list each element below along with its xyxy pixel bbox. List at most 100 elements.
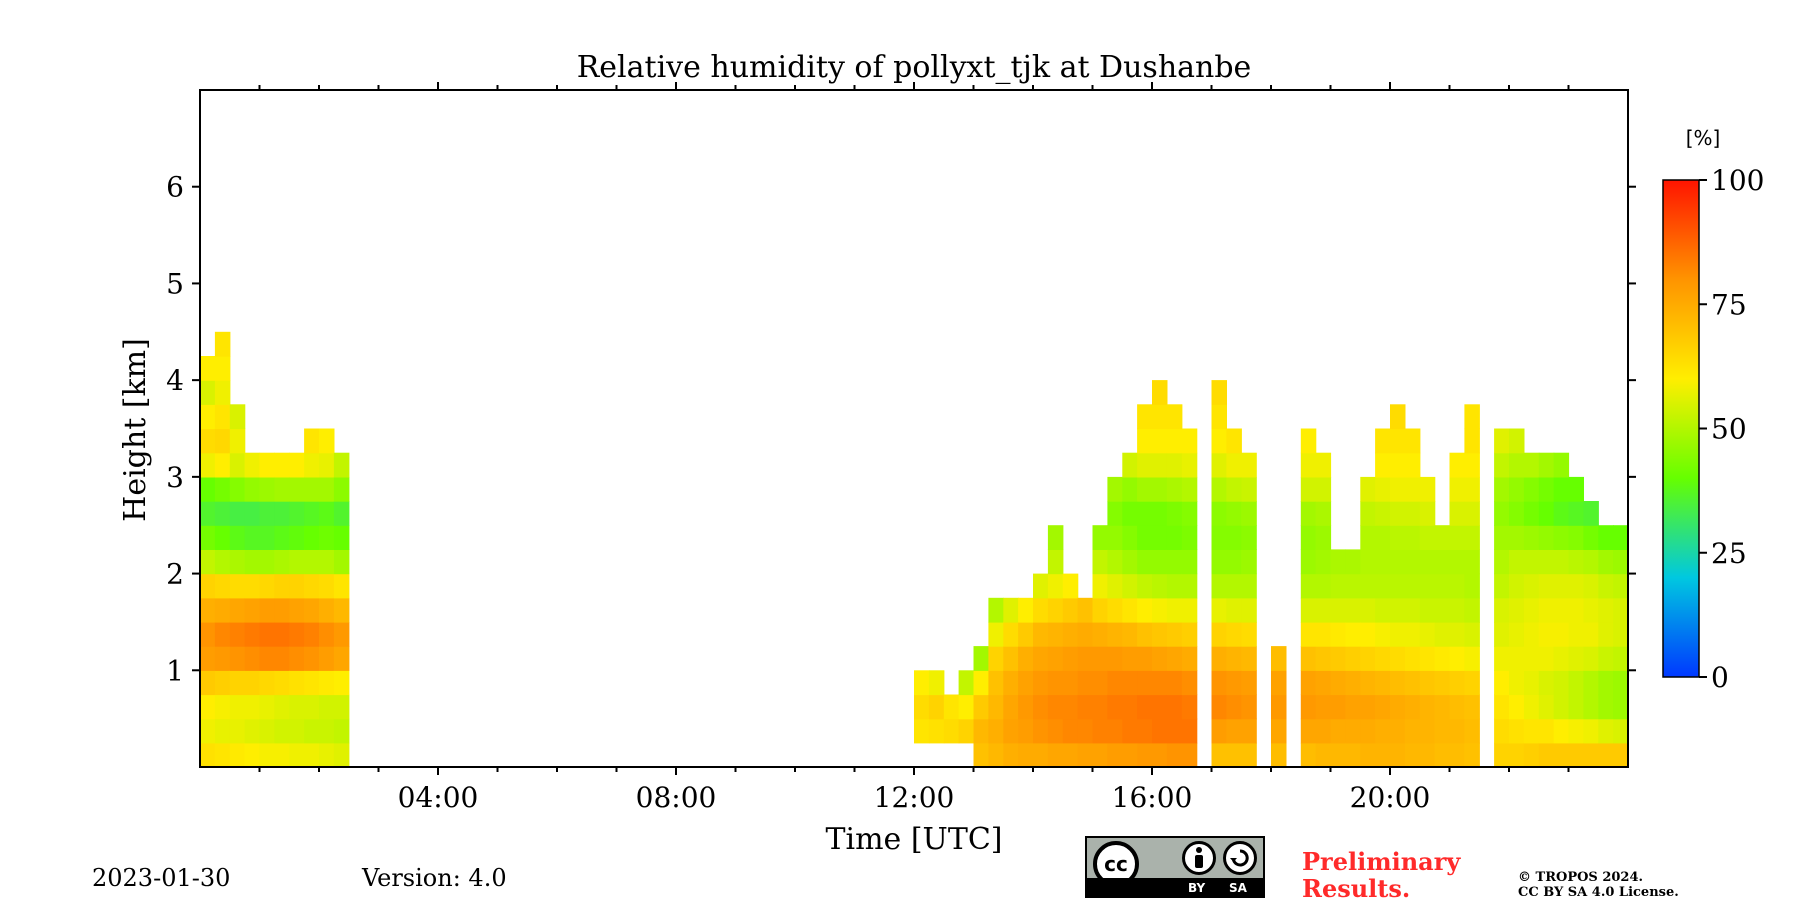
heatmap-cell <box>1330 549 1346 575</box>
heatmap-cell <box>1360 501 1376 526</box>
heatmap-cell <box>1494 621 1510 647</box>
heatmap-cell <box>1152 476 1168 502</box>
heatmap-cell <box>1404 476 1421 502</box>
heatmap-cell <box>1419 621 1436 647</box>
heatmap-cell <box>1419 646 1436 671</box>
heatmap-cell <box>1315 501 1332 526</box>
heatmap-cell <box>1598 742 1614 767</box>
heatmap-cell <box>1122 525 1138 550</box>
heatmap-cell <box>1419 525 1436 550</box>
heatmap-cell <box>973 718 989 744</box>
heatmap-cell <box>1434 525 1451 550</box>
heatmap-cell <box>1271 718 1287 744</box>
heatmap-cell <box>1390 525 1406 550</box>
heatmap-cell <box>274 476 290 502</box>
heatmap-cell <box>274 621 290 647</box>
heatmap-cell <box>958 694 975 720</box>
date-label: 2023-01-30 <box>92 864 231 892</box>
heatmap-cell <box>1315 742 1332 767</box>
heatmap-cell <box>1360 694 1376 720</box>
heatmap-cell <box>1390 573 1406 599</box>
heatmap-cell <box>304 742 320 767</box>
heatmap-cell <box>1538 476 1555 502</box>
heatmap-cell <box>1226 646 1242 671</box>
heatmap-cell <box>1553 525 1570 550</box>
heatmap-cell <box>1107 621 1123 647</box>
heatmap-cell <box>1300 573 1317 599</box>
heatmap-cell <box>1360 621 1376 647</box>
heatmap-cell <box>1375 718 1391 744</box>
heatmap-cell <box>333 476 350 502</box>
heatmap-cell <box>1568 694 1584 720</box>
heatmap-cell <box>1062 621 1079 647</box>
copyright-notice: © TROPOS 2024. CC BY SA 4.0 License. <box>1518 870 1679 900</box>
heatmap-cell <box>1568 621 1584 647</box>
heatmap-cell <box>200 621 216 647</box>
heatmap-cell <box>244 476 261 502</box>
colorbar-tick-label: 50 <box>1711 413 1747 446</box>
heatmap-cell <box>214 331 231 357</box>
copyright-line1: © TROPOS 2024. <box>1518 870 1644 885</box>
cc-license-badge[interactable]: cc BY SA <box>1085 836 1265 898</box>
heatmap-cell <box>244 742 261 767</box>
heatmap-cell <box>244 718 261 744</box>
heatmap-cell <box>1419 501 1436 526</box>
y-tick-label: 5 <box>166 267 184 300</box>
heatmap-cell <box>1181 694 1198 720</box>
heatmap-cell <box>1449 621 1465 647</box>
colorbar-unit: [%] <box>1686 126 1721 150</box>
heatmap-cell <box>1360 597 1376 623</box>
heatmap-cell <box>1181 525 1198 550</box>
heatmap-cell <box>1613 646 1628 671</box>
heatmap-cell <box>1553 646 1570 671</box>
heatmap-cell <box>1538 597 1555 623</box>
heatmap-cell <box>333 646 350 671</box>
heatmap-cell <box>1077 621 1094 647</box>
heatmap-cell <box>289 670 305 696</box>
heatmap-cell <box>1568 646 1584 671</box>
heatmap-cell <box>1271 742 1287 767</box>
heatmap-cell <box>289 646 305 671</box>
heatmap-cell <box>1613 742 1628 767</box>
heatmap-cell <box>1568 476 1584 502</box>
heatmap-cell <box>1360 670 1376 696</box>
y-tick-label: 3 <box>166 461 184 494</box>
heatmap-cell <box>928 670 945 696</box>
heatmap-cell <box>259 646 275 671</box>
heatmap-cell <box>1122 718 1138 744</box>
heatmap-cell <box>1494 573 1510 599</box>
heatmap-cell <box>1107 742 1123 767</box>
heatmap-cell <box>229 525 246 550</box>
heatmap-cell <box>1107 694 1123 720</box>
heatmap-cell <box>1553 597 1570 623</box>
heatmap-cell <box>1152 501 1168 526</box>
heatmap-cell <box>1509 670 1525 696</box>
heatmap-cell <box>1315 549 1332 575</box>
heatmap-cell <box>1062 694 1079 720</box>
heatmap-cell <box>1137 694 1153 720</box>
heatmap-cell <box>1315 476 1332 502</box>
heatmap-cell <box>1523 597 1540 623</box>
heatmap-cell <box>200 501 216 526</box>
heatmap-cell <box>1226 573 1242 599</box>
heatmap-cell <box>1390 621 1406 647</box>
heatmap-cell <box>1390 501 1406 526</box>
heatmap-cell <box>319 428 335 454</box>
heatmap-cell <box>1494 525 1510 550</box>
heatmap-cell <box>1166 476 1183 502</box>
heatmap-cell <box>1509 597 1525 623</box>
heatmap-cell <box>274 694 290 720</box>
chart-title: Relative humidity of pollyxt_tjk at Dush… <box>577 50 1252 85</box>
heatmap-cell <box>229 646 246 671</box>
heatmap-cell <box>988 621 1004 647</box>
heatmap-cell <box>1077 718 1094 744</box>
heatmap-cell <box>914 718 930 744</box>
heatmap-cell <box>214 718 231 744</box>
heatmap-cell <box>1211 597 1227 623</box>
heatmap-cell <box>1360 573 1376 599</box>
heatmap-cell <box>1464 573 1480 599</box>
heatmap-cell <box>1107 718 1123 744</box>
heatmap-cell <box>1107 549 1123 575</box>
heatmap-cell <box>1583 646 1599 671</box>
heatmap-cell <box>274 670 290 696</box>
